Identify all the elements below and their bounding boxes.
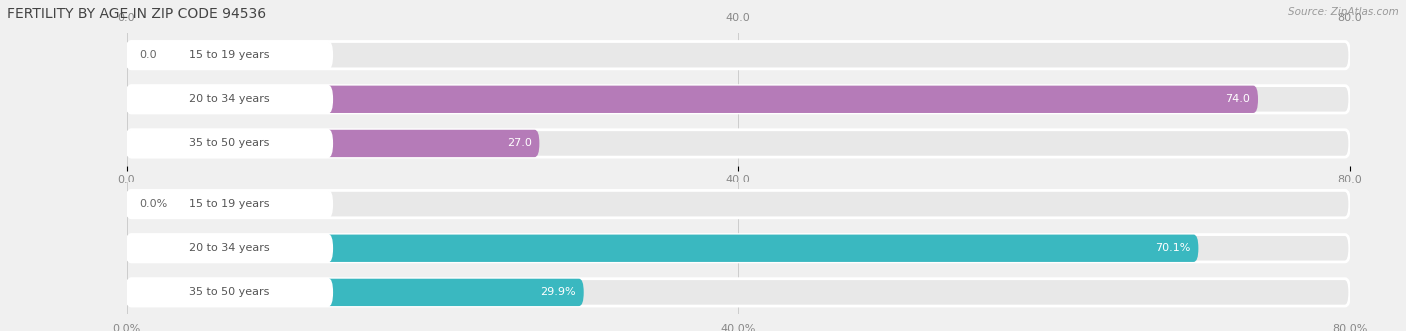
FancyBboxPatch shape bbox=[127, 86, 1350, 113]
Text: 15 to 19 years: 15 to 19 years bbox=[188, 199, 270, 209]
Text: 0.0: 0.0 bbox=[139, 50, 156, 60]
FancyBboxPatch shape bbox=[127, 130, 332, 157]
FancyBboxPatch shape bbox=[127, 130, 1350, 157]
Text: 70.1%: 70.1% bbox=[1156, 243, 1191, 253]
Text: 0.0%: 0.0% bbox=[139, 199, 167, 209]
Text: 74.0: 74.0 bbox=[1226, 94, 1250, 104]
FancyBboxPatch shape bbox=[127, 190, 1350, 218]
FancyBboxPatch shape bbox=[127, 235, 332, 262]
FancyBboxPatch shape bbox=[127, 235, 1350, 262]
FancyBboxPatch shape bbox=[127, 130, 540, 157]
Text: 15 to 19 years: 15 to 19 years bbox=[188, 50, 270, 60]
Text: Source: ZipAtlas.com: Source: ZipAtlas.com bbox=[1288, 7, 1399, 17]
Text: 20 to 34 years: 20 to 34 years bbox=[188, 94, 270, 104]
Text: 35 to 50 years: 35 to 50 years bbox=[188, 287, 270, 297]
Text: 35 to 50 years: 35 to 50 years bbox=[188, 138, 270, 148]
FancyBboxPatch shape bbox=[127, 86, 1258, 113]
FancyBboxPatch shape bbox=[127, 190, 332, 218]
FancyBboxPatch shape bbox=[127, 235, 1198, 262]
FancyBboxPatch shape bbox=[127, 41, 332, 69]
FancyBboxPatch shape bbox=[127, 41, 1350, 69]
Text: 29.9%: 29.9% bbox=[540, 287, 576, 297]
FancyBboxPatch shape bbox=[127, 279, 583, 306]
FancyBboxPatch shape bbox=[127, 279, 1350, 306]
Text: FERTILITY BY AGE IN ZIP CODE 94536: FERTILITY BY AGE IN ZIP CODE 94536 bbox=[7, 7, 266, 21]
Text: 27.0: 27.0 bbox=[506, 138, 531, 148]
FancyBboxPatch shape bbox=[127, 86, 332, 113]
FancyBboxPatch shape bbox=[127, 279, 332, 306]
Text: 20 to 34 years: 20 to 34 years bbox=[188, 243, 270, 253]
